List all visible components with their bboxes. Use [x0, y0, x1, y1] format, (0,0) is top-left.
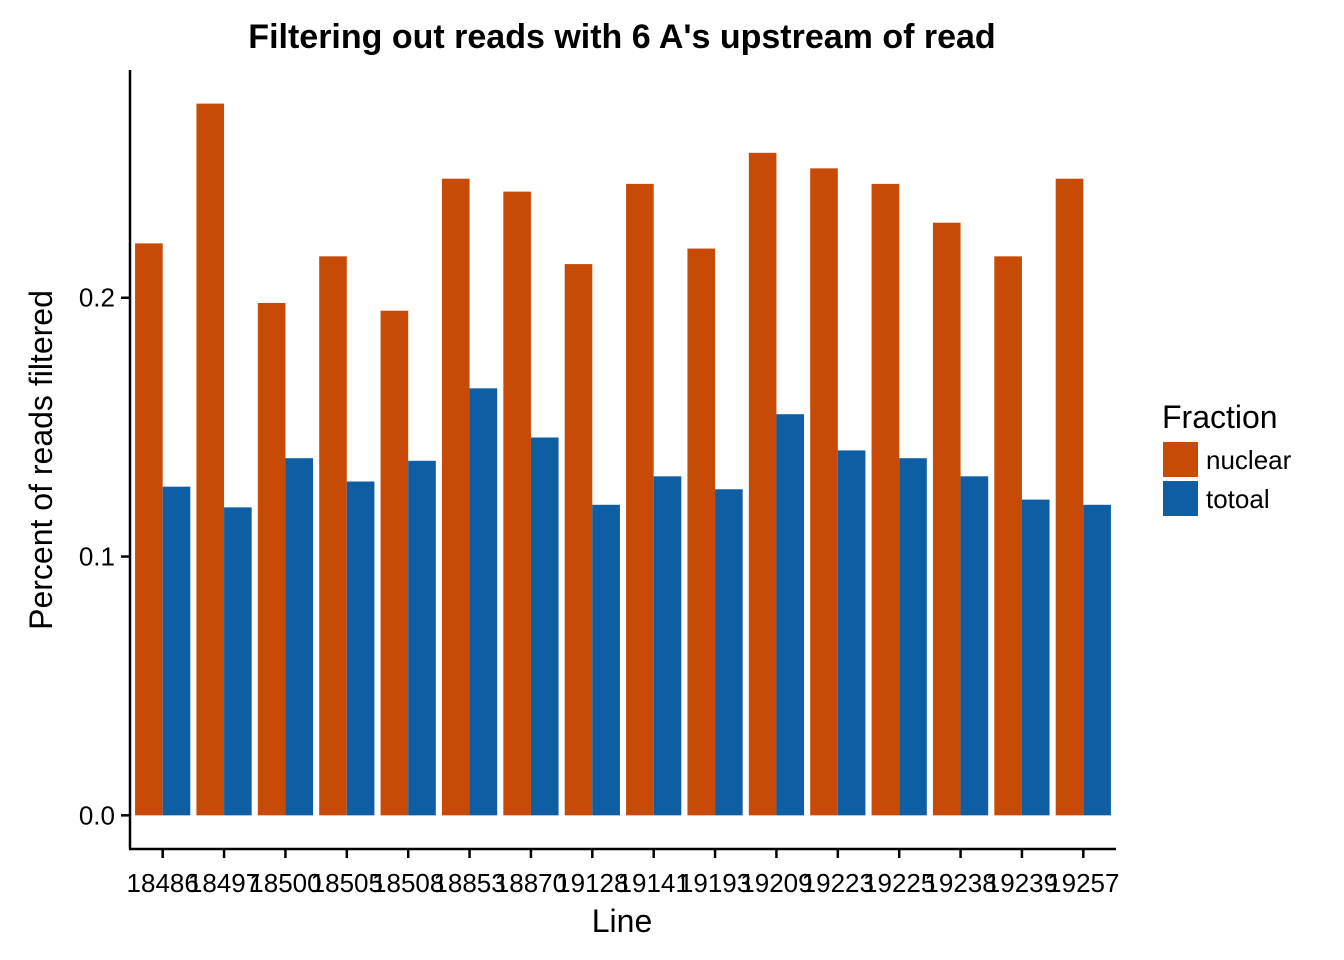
bar-totoal-19193	[715, 489, 743, 816]
x-tick-label: 19141	[618, 868, 690, 898]
legend-label-nuclear: nuclear	[1206, 445, 1292, 475]
bar-nuclear-18486	[135, 243, 163, 816]
x-axis-ticks: 1848618497185001850518508188531887019128…	[127, 849, 1119, 898]
x-tick-label: 19238	[924, 868, 996, 898]
x-axis-title: Line	[592, 903, 653, 939]
x-tick-label: 18870	[495, 868, 567, 898]
bar-totoal-19238	[960, 476, 989, 816]
bar-nuclear-19223	[810, 168, 838, 816]
legend-key-nuclear	[1163, 442, 1198, 477]
bar-nuclear-18853	[441, 178, 470, 816]
x-tick-label: 19225	[863, 868, 935, 898]
y-tick-label: 0.2	[79, 283, 115, 313]
bar-totoal-19225	[899, 458, 927, 816]
bar-totoal-18853	[469, 388, 498, 816]
bar-nuclear-18505	[319, 256, 347, 816]
bars-group	[135, 103, 1111, 816]
bar-nuclear-19238	[932, 222, 961, 816]
x-tick-label: 18486	[127, 868, 199, 898]
bar-nuclear-19193	[687, 248, 716, 816]
bar-nuclear-19239	[994, 256, 1022, 816]
y-axis-ticks: 0.0 0.1 0.2	[79, 283, 130, 830]
bar-nuclear-19209	[748, 152, 777, 816]
bar-nuclear-18870	[503, 191, 531, 816]
y-tick-label: 0.1	[79, 542, 115, 572]
bar-nuclear-19257	[1055, 178, 1084, 816]
bar-nuclear-19225	[871, 183, 900, 816]
bar-totoal-19209	[776, 414, 805, 816]
bar-nuclear-18508	[380, 310, 409, 816]
bar-totoal-19223	[837, 450, 866, 816]
legend-key-totoal	[1163, 481, 1198, 516]
y-axis-title: Percent of reads filtered	[23, 290, 59, 630]
legend-title: Fraction	[1162, 399, 1278, 435]
x-tick-label: 19128	[556, 868, 628, 898]
bar-totoal-18870	[530, 437, 559, 816]
legend-label-totoal: totoal	[1206, 484, 1270, 514]
bar-nuclear-18497	[196, 103, 225, 816]
x-tick-label: 18505	[311, 868, 383, 898]
x-tick-label: 18500	[249, 868, 321, 898]
x-tick-label: 18497	[188, 868, 260, 898]
bar-totoal-19141	[653, 476, 682, 816]
bar-totoal-18486	[162, 486, 191, 816]
bar-totoal-18508	[408, 460, 436, 816]
bar-totoal-18500	[285, 458, 314, 816]
bar-totoal-18505	[346, 481, 375, 816]
x-tick-label: 19223	[802, 868, 874, 898]
bar-totoal-19257	[1083, 504, 1111, 816]
bar-nuclear-18500	[257, 302, 286, 816]
x-tick-label: 18508	[372, 868, 444, 898]
x-tick-label: 19193	[679, 868, 751, 898]
bar-nuclear-19128	[564, 264, 593, 816]
bar-nuclear-19141	[626, 183, 654, 816]
legend: Fraction nuclear totoal	[1162, 399, 1292, 516]
bar-totoal-19239	[1021, 499, 1050, 816]
x-tick-label: 19257	[1047, 868, 1119, 898]
y-tick-label: 0.0	[79, 800, 115, 830]
bar-totoal-19128	[592, 504, 620, 816]
x-tick-label: 19209	[740, 868, 812, 898]
x-tick-label: 19239	[986, 868, 1058, 898]
bar-totoal-18497	[224, 507, 252, 816]
x-tick-label: 18853	[433, 868, 505, 898]
chart-title: Filtering out reads with 6 A's upstream …	[248, 18, 995, 56]
